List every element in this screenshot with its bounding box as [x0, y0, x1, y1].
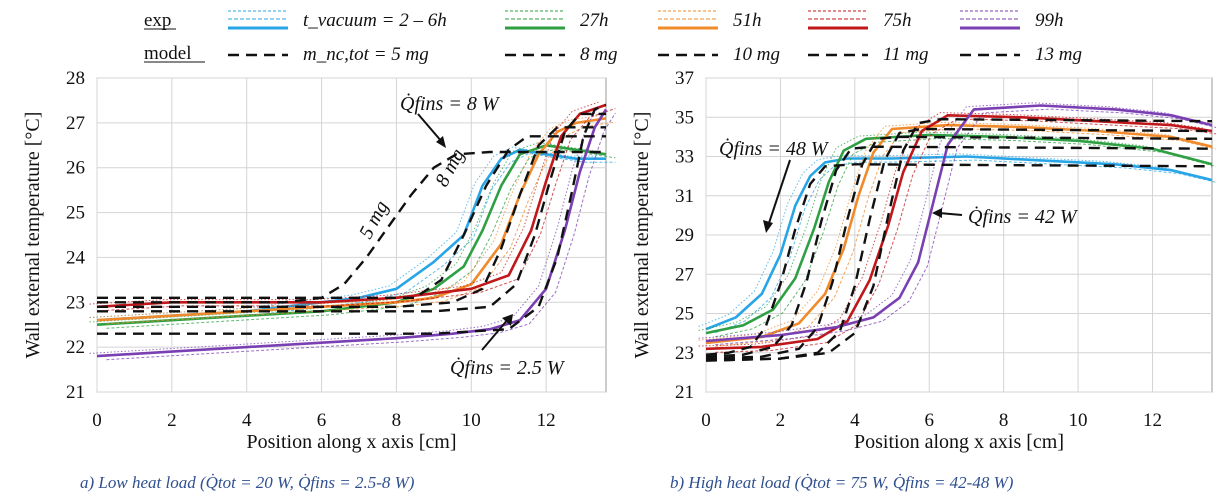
y-tick-label: 26	[66, 158, 85, 179]
legend-model-entry: 13 mg	[1035, 44, 1082, 65]
panel-b-y-label: Wall external temperature [°C]	[631, 112, 653, 359]
y-tick-label: 21	[675, 382, 694, 403]
exp-series-line	[705, 133, 1213, 335]
model-series-line	[705, 127, 1213, 362]
y-tick-label: 31	[675, 186, 694, 207]
x-tick-label: 2	[167, 410, 177, 431]
exp-series-line	[705, 114, 1213, 351]
panel-b-ticks: 21 23 25 27 29 31 33 35 37 0 2 4 6 8 10 12	[675, 68, 1162, 431]
legend-exp-entry: 99h	[1035, 10, 1064, 31]
panel-b-series	[698, 102, 1216, 362]
y-tick-label: 25	[66, 203, 85, 224]
y-tick-label: 23	[675, 343, 694, 364]
x-tick-label: 8	[999, 410, 1009, 431]
model-series-line	[705, 117, 1213, 362]
exp-repeat-line	[715, 118, 1216, 353]
annotation-qfins-8w: Q̇fins = 8 W	[400, 92, 501, 115]
y-tick-label: 35	[675, 107, 694, 128]
exp-repeat-line	[89, 142, 599, 323]
panel-a-series	[89, 101, 616, 361]
y-tick-label: 25	[675, 304, 694, 325]
legend-model-entry: 8 mg	[580, 44, 617, 65]
y-tick-label: 22	[66, 337, 85, 358]
exp-repeat-line	[106, 108, 616, 311]
x-tick-label: 0	[701, 410, 711, 431]
exp-series-line	[705, 155, 1213, 331]
panel-a-caption: a) Low heat load (Q̇tot = 20 W, Q̇fins =…	[80, 473, 415, 492]
exp-repeat-line	[89, 115, 599, 318]
y-tick-label: 33	[675, 147, 694, 168]
x-tick-label: 10	[462, 410, 481, 431]
exp-repeat-line	[715, 128, 1216, 347]
legend-exp-entry: 27h	[580, 10, 609, 31]
y-tick-label: 27	[675, 264, 694, 285]
y-tick-label: 21	[66, 382, 85, 403]
panel-a-grid	[96, 77, 607, 393]
legend-exp-label: exp	[144, 10, 171, 31]
annotation-qfins-48w: Q̇fins = 48 W	[719, 137, 830, 160]
legend-model-entry: 11 mg	[883, 44, 929, 65]
annotation-qfins-42w: Q̇fins = 42 W	[968, 205, 1079, 228]
x-tick-label: 0	[92, 410, 102, 431]
panel-b-caption: b) High heat load (Q̇tot = 75 W, Q̇fins …	[670, 473, 1014, 492]
x-tick-label: 2	[776, 410, 786, 431]
exp-series-line	[705, 104, 1213, 343]
legend-exp-entry: 75h	[883, 10, 912, 31]
exp-repeat-line	[106, 121, 616, 325]
model-series-line	[97, 112, 606, 313]
annotation-qfins-2-5w: Q̇fins = 2.5 W	[450, 356, 566, 379]
x-tick-label: 4	[242, 410, 252, 431]
y-tick-label: 28	[66, 68, 85, 89]
exp-series-line	[96, 108, 608, 358]
y-tick-label: 29	[675, 225, 694, 246]
legend: exp model t_vacuum = 2 – 6h 27h 51h 75h 99h m…	[144, 10, 1082, 65]
panel-b-annotations: Q̇fins = 48 W Q̇fins = 42 W	[719, 137, 1079, 233]
y-tick-label: 24	[66, 247, 86, 268]
x-tick-label: 8	[392, 410, 402, 431]
panel-b-x-label: Position along x axis [cm]	[854, 431, 1064, 453]
exp-repeat-line	[698, 121, 1205, 341]
model-series-line	[705, 145, 1213, 358]
panel-a-x-label: Position along x axis [cm]	[247, 431, 457, 453]
model-series-line	[97, 135, 606, 299]
legend-exp-entry: 51h	[733, 10, 762, 31]
x-tick-label: 12	[537, 410, 556, 431]
legend-model-entry: m_nc,tot = 5 mg	[303, 44, 429, 65]
exp-repeat-line	[715, 108, 1216, 346]
model-series-line	[705, 135, 1213, 360]
panel-b: 21 23 25 27 29 31 33 35 37 0 2 4 6 8 10 12 Position alo…	[631, 68, 1216, 492]
x-tick-label: 6	[317, 410, 327, 431]
y-tick-label: 23	[66, 292, 85, 313]
exp-repeat-line	[89, 101, 599, 305]
legend-exp-entry: t_vacuum = 2 – 6h	[303, 10, 447, 31]
legend-model-entry: 10 mg	[733, 44, 780, 65]
model-series-line	[705, 163, 1213, 356]
y-tick-label: 27	[66, 113, 85, 134]
x-tick-label: 4	[850, 410, 860, 431]
y-tick-label: 37	[675, 68, 694, 89]
x-tick-label: 6	[924, 410, 934, 431]
x-tick-label: 10	[1069, 410, 1088, 431]
exp-repeat-line	[106, 112, 616, 361]
exp-series-line	[96, 117, 607, 322]
exp-repeat-line	[715, 159, 1216, 334]
annotation-5mg: 5 mg	[355, 197, 393, 242]
exp-repeat-line	[89, 146, 599, 318]
model-series-line	[97, 126, 606, 308]
x-tick-label: 12	[1143, 410, 1162, 431]
panel-a-y-label: Wall external temperature [°C]	[22, 112, 44, 359]
legend-model-label: model	[144, 43, 192, 64]
exp-repeat-line	[698, 153, 1205, 327]
exp-repeat-line	[715, 137, 1216, 338]
exp-repeat-line	[698, 102, 1205, 339]
model-series-line	[97, 103, 607, 335]
